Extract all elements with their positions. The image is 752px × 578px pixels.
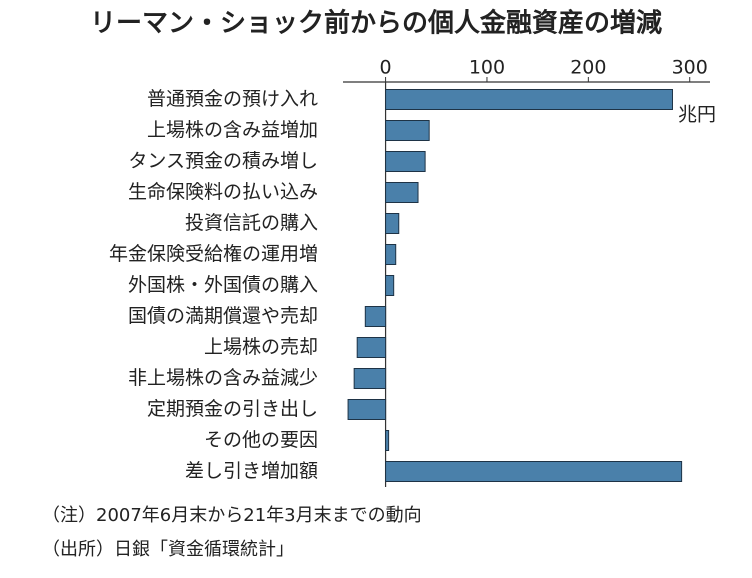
y-tick-label: 定期預金の引き出し [147, 398, 318, 420]
unit-label: 兆円 [678, 104, 716, 126]
bar [385, 182, 419, 203]
bar [385, 151, 426, 172]
y-tick-label: 差し引き増加額 [185, 460, 318, 482]
note: （出所）日銀「資金循環統計」 [42, 539, 294, 560]
bar [385, 244, 397, 265]
y-tick-label: 年金保険受給権の運用増 [109, 243, 318, 265]
bar [385, 461, 683, 482]
bar [385, 275, 395, 296]
bar [364, 306, 387, 327]
bar [385, 430, 390, 451]
y-tick-label: 普通預金の預け入れ [147, 88, 318, 110]
bar [347, 399, 387, 420]
x-tick-label: 300 [672, 57, 708, 79]
y-tick-label: 投資信託の購入 [185, 212, 318, 234]
note: （注）2007年6月末から21年3月末までの動向 [42, 505, 422, 526]
bar [385, 213, 400, 234]
y-tick-label: タンス預金の積み増し [128, 150, 318, 172]
y-tick-label: 国債の満期償還や売却 [128, 305, 318, 327]
x-tick-label: 100 [469, 57, 505, 79]
y-tick-label: 上場株の売却 [204, 336, 318, 358]
x-tick-label: 200 [570, 57, 606, 79]
bar [353, 368, 387, 389]
chart-title: リーマン・ショック前からの個人金融資産の増減 [90, 8, 662, 39]
y-tick-label: 非上場株の含み益減少 [128, 367, 318, 389]
y-tick-label: その他の要因 [204, 429, 318, 451]
bar [385, 89, 673, 110]
bar [356, 337, 387, 358]
y-tick-label: 外国株・外国債の購入 [128, 274, 318, 296]
y-tick-label: 生命保険料の払い込み [128, 181, 318, 203]
y-tick-label: 上場株の含み益増加 [147, 119, 318, 141]
x-tick-label: 0 [380, 57, 392, 79]
bar [385, 120, 430, 141]
